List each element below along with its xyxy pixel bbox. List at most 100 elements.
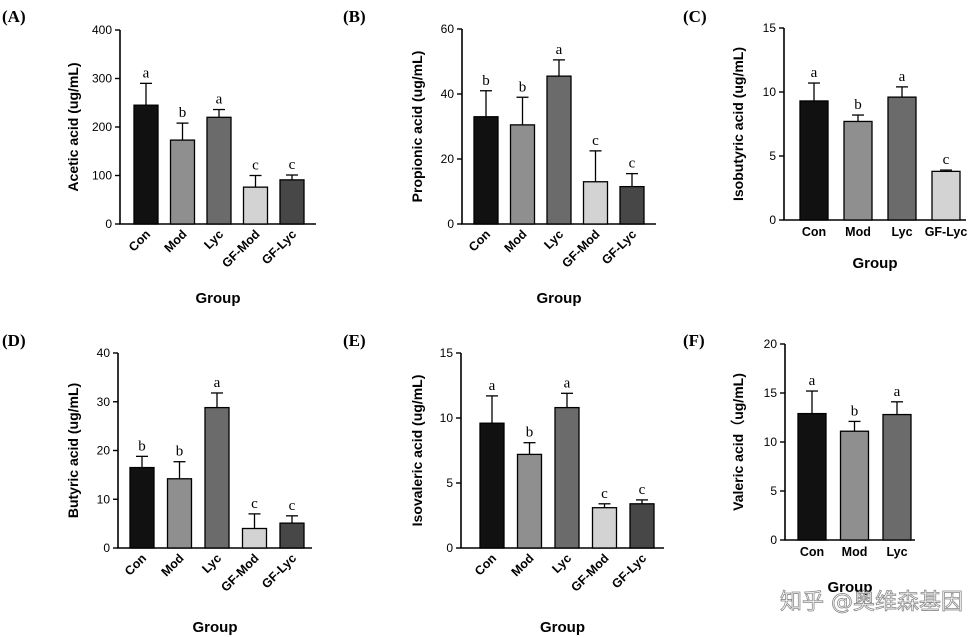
panel-label: (B) — [343, 7, 366, 26]
y-tick-label: 15 — [764, 386, 778, 400]
panel-label: (E) — [343, 331, 366, 350]
significance-letter: b — [138, 438, 146, 454]
bar-gf-mod — [242, 186, 269, 225]
significance-letter: c — [601, 486, 608, 502]
bar-gf-lyc — [279, 179, 305, 225]
chart-panel-e: (E) 0 5 10 15 Isovaleric acid (ug/mL) a Con b Mod… — [343, 331, 664, 636]
bar-gf-lyc — [619, 185, 645, 225]
bar-gf-mod — [591, 507, 618, 549]
significance-letter: a — [894, 384, 901, 400]
x-tick-label: GF-Lyc — [599, 227, 639, 267]
bar-mod — [843, 120, 873, 221]
significance-letter: c — [251, 496, 258, 512]
x-axis-title: Group — [196, 290, 241, 307]
y-tick-label: 40 — [97, 346, 111, 360]
chart-panel-d: (D) 0 10 20 30 40 Butyric acid (ug/mL) b Con b Mod… — [2, 331, 312, 636]
panel-label: (C) — [683, 7, 707, 26]
x-tick-label: GF-Lyc — [925, 225, 968, 239]
y-axis-title: Acetic acid (ug/mL) — [65, 62, 81, 191]
x-tick-label: GF-Lyc — [259, 551, 299, 591]
significance-letter: b — [519, 79, 527, 95]
bar-gf-lyc — [629, 503, 655, 549]
bar-lyc — [882, 413, 912, 541]
significance-letter: b — [482, 73, 490, 89]
x-tick-label: GF-Lyc — [609, 551, 649, 591]
y-tick-label: 0 — [770, 533, 777, 547]
bar-lyc — [204, 406, 230, 549]
significance-letter: b — [526, 425, 534, 441]
y-tick-label: 10 — [440, 411, 454, 425]
bar-mod — [839, 430, 870, 541]
significance-letter: a — [811, 65, 818, 81]
y-tick-label: 20 — [764, 337, 778, 351]
y-tick-label: 20 — [97, 444, 111, 458]
significance-letter: c — [592, 133, 599, 149]
chart-panel-f: (F) 0 5 10 15 20 Valeric acid（ug/mL) a Con b Mod a L… — [683, 331, 915, 596]
x-axis-title: Group — [853, 255, 898, 272]
y-tick-label: 20 — [441, 152, 455, 166]
significance-letter: b — [854, 97, 862, 113]
watermark-text: 知乎 @奥维森基因 — [780, 590, 963, 615]
significance-letter: a — [489, 378, 496, 394]
chart-panel-c: (C) 0 5 10 15 Isobutyric acid (ug/mL) a Con b Mod… — [683, 7, 967, 272]
x-tick-label: Mod — [842, 545, 868, 559]
significance-letter: a — [143, 65, 150, 81]
y-axis-title: Valeric acid（ug/mL) — [730, 373, 746, 511]
significance-letter: b — [851, 403, 859, 419]
significance-letter: a — [899, 69, 906, 85]
significance-letter: c — [289, 498, 296, 514]
y-tick-label: 400 — [92, 23, 112, 37]
y-tick-label: 0 — [105, 217, 112, 231]
y-axis-title: Butyric acid (ug/mL) — [65, 383, 81, 518]
x-tick-label: Mod — [159, 551, 187, 579]
significance-letter: c — [252, 158, 259, 174]
bar-mod — [516, 453, 543, 549]
x-axis-title: Group — [537, 290, 582, 307]
panel-label: (A) — [2, 7, 26, 26]
panel-label: (D) — [2, 331, 26, 350]
y-tick-label: 0 — [447, 217, 454, 231]
y-tick-label: 10 — [97, 492, 111, 506]
y-tick-label: 10 — [764, 435, 778, 449]
x-tick-label: Mod — [845, 225, 871, 239]
bar-lyc — [554, 406, 580, 549]
x-axis-title: Group — [540, 619, 585, 636]
significance-letter: a — [216, 92, 223, 108]
x-tick-label: Lyc — [891, 225, 912, 239]
y-tick-label: 0 — [103, 541, 110, 555]
bar-gf-lyc — [279, 522, 305, 549]
bar-lyc — [206, 116, 232, 225]
bar-gf-mod — [241, 527, 268, 549]
y-tick-label: 40 — [441, 87, 455, 101]
x-tick-label: Con — [466, 227, 493, 254]
y-tick-label: 200 — [92, 120, 112, 134]
significance-letter: b — [176, 444, 184, 460]
significance-letter: a — [214, 375, 221, 391]
bar-mod — [509, 124, 536, 225]
significance-letter: a — [564, 375, 571, 391]
bar-con — [479, 422, 505, 549]
y-tick-label: 0 — [769, 213, 776, 227]
x-tick-label: GF-Mod — [219, 227, 262, 270]
bar-mod — [166, 478, 193, 549]
x-tick-label: Con — [126, 227, 153, 254]
x-tick-label: GF-Mod — [218, 551, 261, 594]
bar-con — [799, 100, 829, 221]
y-tick-label: 5 — [769, 149, 776, 163]
bar-con — [797, 412, 827, 541]
y-axis-title: Isovaleric acid (ug/mL) — [409, 375, 425, 527]
x-tick-label: GF-Mod — [568, 551, 611, 594]
x-tick-label: Con — [472, 551, 499, 578]
significance-letter: c — [639, 482, 646, 498]
y-tick-label: 30 — [97, 395, 111, 409]
bar-gf-lyc — [931, 170, 961, 221]
significance-letter: c — [943, 152, 950, 168]
chart-panel-b: (B) 0 20 40 60 Propionic acid (ug/mL) b Con b Mod… — [343, 7, 656, 307]
y-tick-label: 10 — [763, 85, 777, 99]
y-tick-label: 15 — [440, 346, 454, 360]
x-tick-label: GF-Lyc — [259, 227, 299, 267]
panel-label: (F) — [683, 331, 705, 350]
y-tick-label: 300 — [92, 72, 112, 86]
y-axis-title: Isobutyric acid (ug/mL) — [730, 47, 746, 201]
bar-lyc — [887, 96, 917, 221]
